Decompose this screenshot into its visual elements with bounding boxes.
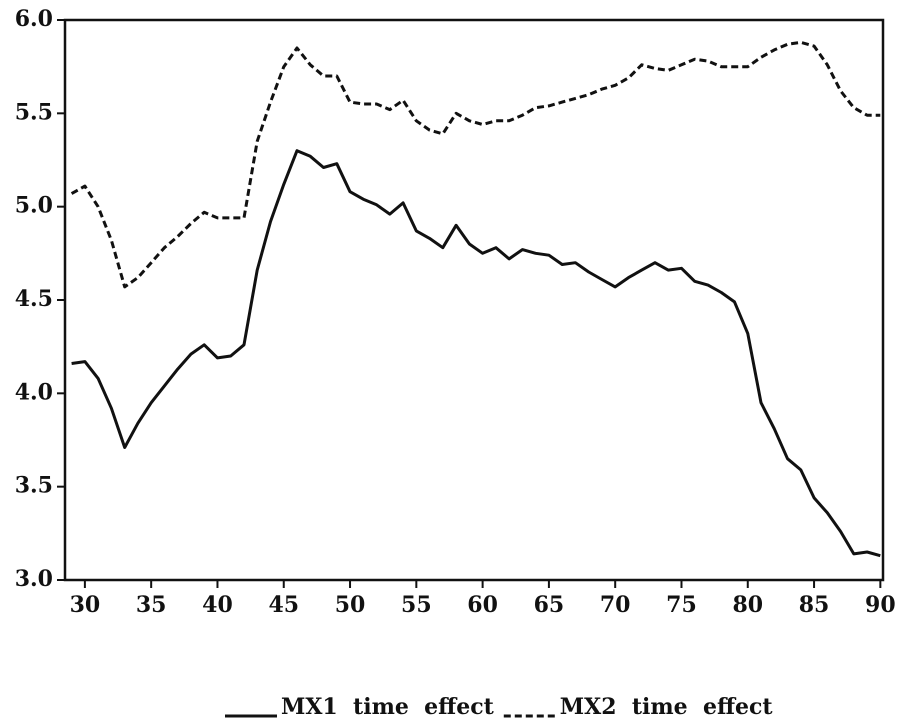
x-tick-label: 70	[600, 592, 631, 618]
x-tick-label: 90	[865, 592, 896, 618]
x-tick-label: 65	[534, 592, 565, 618]
y-tick-label: 4.5	[15, 286, 53, 312]
y-tick-label: 5.5	[15, 99, 53, 125]
x-tick-label: 75	[666, 592, 697, 618]
series-line	[70, 40, 881, 289]
x-tick-label: 50	[335, 592, 366, 618]
x-tick-label: 30	[70, 592, 101, 618]
x-tick-label: 45	[268, 592, 299, 618]
legend-label: MX2 time effect	[560, 694, 774, 720]
legend-label: MX1 time effect	[281, 694, 495, 720]
x-tick-label: 60	[467, 592, 498, 618]
y-tick-label: 6.0	[15, 6, 53, 32]
y-tick-label: 3.5	[15, 473, 53, 499]
y-tick-label: 3.0	[15, 566, 53, 592]
x-tick-label: 80	[732, 592, 763, 618]
plot-frame	[63, 18, 885, 582]
x-tick-label: 35	[136, 592, 167, 618]
x-tick-label: 40	[202, 592, 233, 618]
x-tick-label: 55	[401, 592, 432, 618]
series-line	[71, 149, 881, 558]
y-tick-label: 5.0	[15, 193, 53, 219]
x-tick-label: 85	[799, 592, 830, 618]
y-tick-label: 4.0	[15, 379, 53, 405]
